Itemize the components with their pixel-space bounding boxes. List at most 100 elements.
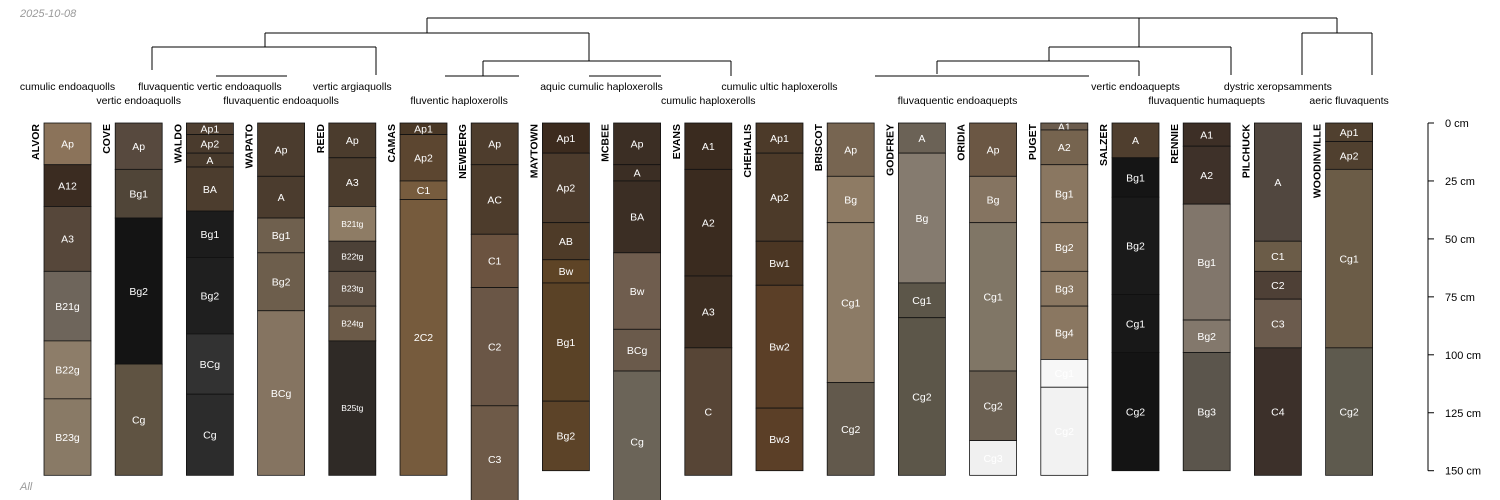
horizon-reed-b21tg	[328, 206, 377, 242]
horizon-label: Ap1	[770, 133, 789, 145]
horizon-label: Ap1	[201, 124, 220, 136]
horizon-label: Bg1	[557, 337, 576, 349]
horizon-label: B22tg	[341, 251, 363, 261]
horizon-label: A	[634, 168, 641, 180]
horizon-label: Ap2	[1340, 150, 1359, 162]
horizon-label: A1	[702, 141, 715, 153]
horizon-label: A	[206, 155, 213, 167]
profile-oridia: Ap Bg Cg1 Cg2 Cg3 ORIDIA	[956, 122, 1017, 476]
profile-name: REED	[315, 124, 327, 154]
horizon-godfrey-cg2	[898, 317, 946, 476]
taxon-label-fluvaquentic-endoaquolls: fluvaquentic endoaquolls	[223, 95, 339, 107]
taxon-label-aeric-fluvaquents: aeric fluvaquents	[1309, 95, 1388, 107]
horizon-label: C2	[1271, 280, 1285, 292]
horizon-label: Bw2	[769, 341, 790, 353]
profile-cove: Ap Bg1 Bg2 Cg COVE	[101, 122, 163, 476]
dendrogram	[151, 17, 1373, 77]
depth-tick-label: 100 cm	[1445, 350, 1481, 362]
horizon-label: A12	[58, 180, 77, 192]
horizon-label: C1	[417, 185, 431, 197]
horizon-label: Bg1	[1126, 172, 1145, 184]
horizon-maytown-ap1	[542, 122, 590, 154]
horizon-label: Ap	[488, 139, 501, 151]
profile-name: CAMAS	[386, 124, 398, 163]
horizon-label: A2	[1200, 170, 1213, 182]
horizon-label: Bg	[987, 194, 1000, 206]
horizon-label: Cg1	[1339, 253, 1358, 265]
horizon-label: C3	[488, 454, 502, 466]
horizon-maytown-bg2	[542, 400, 590, 472]
horizon-briscot-cg2	[826, 382, 875, 476]
horizon-woodinville-cg1	[1325, 168, 1373, 349]
horizon-label: Cg2	[1339, 406, 1358, 418]
horizon-waldo-ba	[185, 166, 234, 212]
horizon-label: Cg2	[1126, 406, 1145, 418]
horizon-label: Ap	[631, 139, 644, 151]
horizon-oridia-cg2	[969, 370, 1017, 441]
profile-name: BRISCOT	[813, 123, 825, 171]
taxon-label-fluvaquentic-humaquepts: fluvaquentic humaquepts	[1148, 95, 1265, 107]
horizon-label: B24tg	[341, 319, 363, 329]
horizon-label: Cg1	[912, 295, 931, 307]
horizon-label: B23tg	[341, 284, 363, 294]
horizon-label: A	[278, 192, 285, 204]
horizon-salzer-bg2	[1111, 196, 1160, 295]
horizon-wapato-ap	[257, 122, 306, 177]
horizon-label: B21tg	[341, 219, 363, 229]
horizon-salzer-a	[1111, 122, 1160, 159]
horizon-godfrey-a	[898, 122, 946, 154]
horizon-puget-a2	[1040, 129, 1089, 166]
horizon-rennie-bg3	[1182, 352, 1231, 472]
depth-tick-label: 125 cm	[1445, 408, 1481, 420]
horizon-label: A	[1132, 135, 1139, 147]
horizon-oridia-bg	[969, 175, 1017, 224]
horizon-maytown-ap2	[542, 152, 590, 224]
horizon-cove-bg1	[114, 168, 163, 219]
profile-waldo: Ap1 Ap2 A BA Bg1 Bg2 BCg Cg WALDO	[172, 122, 234, 476]
depth-tick-label: 75 cm	[1445, 292, 1475, 304]
taxon-label-fluventic-haploxerolls: fluventic haploxerolls	[410, 95, 507, 107]
horizon-label: A2	[1058, 142, 1071, 154]
depth-tick-label: 0 cm	[1445, 118, 1469, 130]
horizon-label: C4	[1271, 406, 1285, 418]
horizon-label: Bg4	[1055, 328, 1074, 340]
horizon-label: BCg	[200, 359, 221, 371]
horizon-label: BA	[203, 184, 217, 196]
horizon-label: Bg1	[1055, 188, 1074, 200]
horizon-evans-a1	[684, 122, 733, 170]
profile-chehalis: Ap1 Ap2 Bw1 Bw2 Bw3 CHEHALIS	[742, 122, 804, 472]
horizon-label: Bg1	[129, 188, 148, 200]
horizon-pilchuck-c3	[1254, 298, 1302, 349]
horizon-newberg-c3	[470, 405, 519, 500]
profile-name: GODFREY	[884, 124, 896, 176]
profile-name: MCBEE	[600, 124, 612, 162]
horizon-label: Cg2	[912, 391, 931, 403]
horizon-puget-cg2	[1040, 386, 1089, 476]
horizon-label: Bg1	[272, 230, 291, 242]
profile-name: SALZER	[1098, 124, 1110, 166]
horizon-chehalis-bw2	[755, 284, 804, 409]
profile-camas: Ap1 Ap2 C1 2C2 CAMAS	[386, 122, 448, 476]
horizon-pilchuck-c1	[1254, 240, 1302, 272]
horizon-reed-ap	[328, 122, 377, 159]
horizon-oridia-cg3	[969, 440, 1017, 476]
profile-name: EVANS	[671, 124, 683, 159]
horizon-label: BCg	[627, 345, 648, 357]
horizon-label: Bg3	[1197, 406, 1216, 418]
profile-name: ALVOR	[30, 124, 42, 160]
horizon-label: Bw3	[769, 434, 790, 446]
horizon-label: A3	[346, 177, 359, 189]
horizon-alvor-b23g	[43, 398, 92, 476]
horizon-label: Cg	[630, 437, 644, 449]
profile-name: PUGET	[1027, 123, 1039, 160]
horizon-salzer-bg1	[1111, 157, 1160, 198]
horizon-label: Cg	[203, 430, 217, 442]
horizon-waldo-cg	[185, 393, 234, 476]
profile-mcbee: Ap A BA Bw BCg Cg MCBEE	[600, 122, 661, 500]
horizon-godfrey-cg1	[898, 282, 946, 319]
horizon-label: Bw	[559, 266, 574, 278]
horizon-label: Cg	[132, 415, 146, 427]
horizon-label: Ap	[844, 144, 857, 156]
panel-label: All	[20, 481, 33, 493]
